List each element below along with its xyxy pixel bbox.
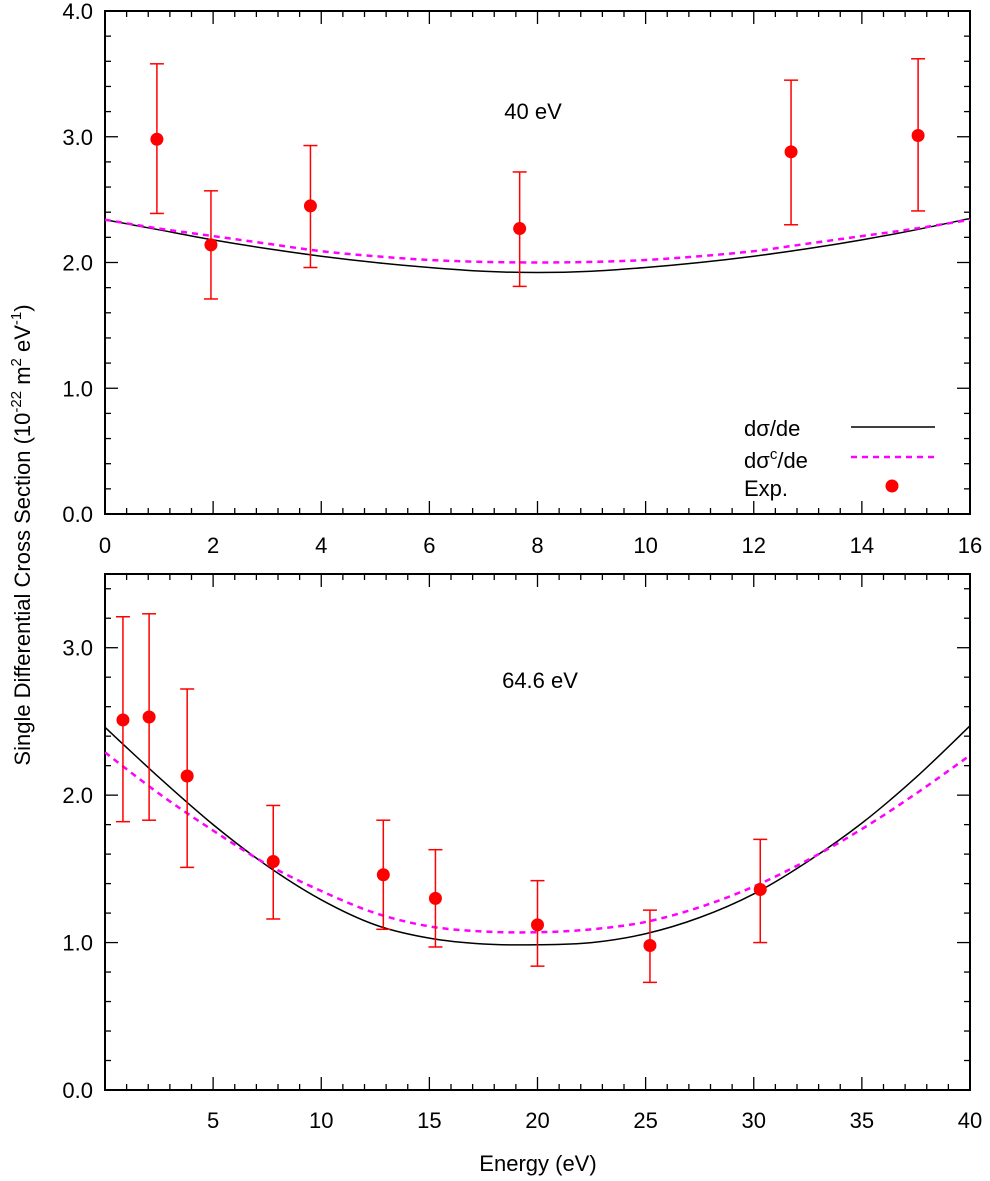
series-line-theory-corrected — [105, 751, 970, 934]
x-tick-label: 0 — [99, 533, 111, 558]
panel-40ev: 0 2 4 6 8 10 12 14 16 0.0 1.0 2.0 3.0 4.0 40 eV — [62, 0, 982, 558]
x-tick-label: 12 — [742, 533, 766, 558]
y-tick-label: 2.0 — [62, 783, 93, 808]
x-tick-label: 20 — [525, 1108, 549, 1133]
y-axis-title-end: ) — [10, 304, 35, 311]
energy-annotation: 40 eV — [504, 99, 562, 124]
x-tick-label: 5 — [207, 1108, 219, 1133]
plot-frame — [104, 573, 971, 1091]
energy-annotation: 64.6 eV — [502, 668, 578, 693]
data-point-experiment — [911, 128, 925, 142]
y-tick-label: 1.0 — [62, 931, 93, 956]
data-point-experiment — [376, 868, 390, 882]
data-point-experiment — [753, 882, 767, 896]
x-tick-label: 6 — [423, 533, 435, 558]
x-tick-label: 40 — [958, 1108, 982, 1133]
x-tick-label: 14 — [850, 533, 874, 558]
y-axis-title-mid2: eV — [10, 325, 35, 358]
x-tick-label: 15 — [417, 1108, 441, 1133]
data-point-experiment — [266, 854, 280, 868]
data-point-experiment — [204, 238, 218, 252]
y-tick-label: 1.0 — [62, 376, 93, 401]
series-line-theory — [105, 217, 970, 274]
y-tick-label: 0.0 — [62, 502, 93, 527]
x-tick-label: 2 — [207, 533, 219, 558]
y-tick-label: 3.0 — [62, 125, 93, 150]
y-tick-label: 3.0 — [62, 636, 93, 661]
data-point-experiment — [428, 891, 442, 905]
y-axis-title-mid: m — [10, 366, 35, 390]
y-tick-label: 4.0 — [62, 0, 93, 24]
y-tick-label: 0.0 — [62, 1078, 93, 1103]
y-axis-title-exp1: -22 — [8, 391, 25, 413]
data-point-experiment — [303, 199, 317, 213]
legend-label-theory: dσ/de — [744, 416, 800, 441]
x-tick-label: 10 — [633, 533, 657, 558]
legend-swatch-experiment — [885, 479, 899, 493]
x-tick-label: 35 — [850, 1108, 874, 1133]
data-point-experiment — [150, 132, 164, 146]
y-axis-title-exp2: 2 — [8, 358, 25, 366]
legend-label-theory-corrected: dσc/de — [744, 446, 808, 473]
legend: dσ/de dσc/de Exp. — [744, 416, 935, 501]
y-axis-title: Single Differential Cross Section (10-22… — [8, 304, 35, 765]
data-point-experiment — [784, 145, 798, 159]
data-point-experiment — [142, 710, 156, 724]
series-line-theory-corrected — [105, 218, 970, 264]
data-point-experiment — [180, 769, 194, 783]
x-tick-label: 8 — [531, 533, 543, 558]
x-tick-label: 4 — [315, 533, 327, 558]
data-point-experiment — [116, 713, 130, 727]
data-point-experiment — [643, 939, 657, 953]
x-tick-label: 16 — [958, 533, 982, 558]
x-axis-title: Energy (eV) — [479, 1151, 596, 1176]
x-tick-label: 30 — [742, 1108, 766, 1133]
y-axis-title-exp3: -1 — [8, 312, 25, 325]
y-axis-title-main: Single Differential Cross Section (10 — [10, 413, 35, 766]
x-tick-label: 25 — [633, 1108, 657, 1133]
x-tick-label: 10 — [309, 1108, 333, 1133]
data-point-experiment — [513, 222, 527, 236]
panel-64-6ev: 5 10 15 20 25 30 35 40 0.0 1.0 2.0 3.0 64.6 eV — [62, 573, 982, 1133]
plot-frame — [104, 10, 971, 515]
data-point-experiment — [531, 918, 544, 932]
y-tick-label: 2.0 — [62, 251, 93, 276]
legend-label-experiment: Exp. — [744, 476, 788, 501]
